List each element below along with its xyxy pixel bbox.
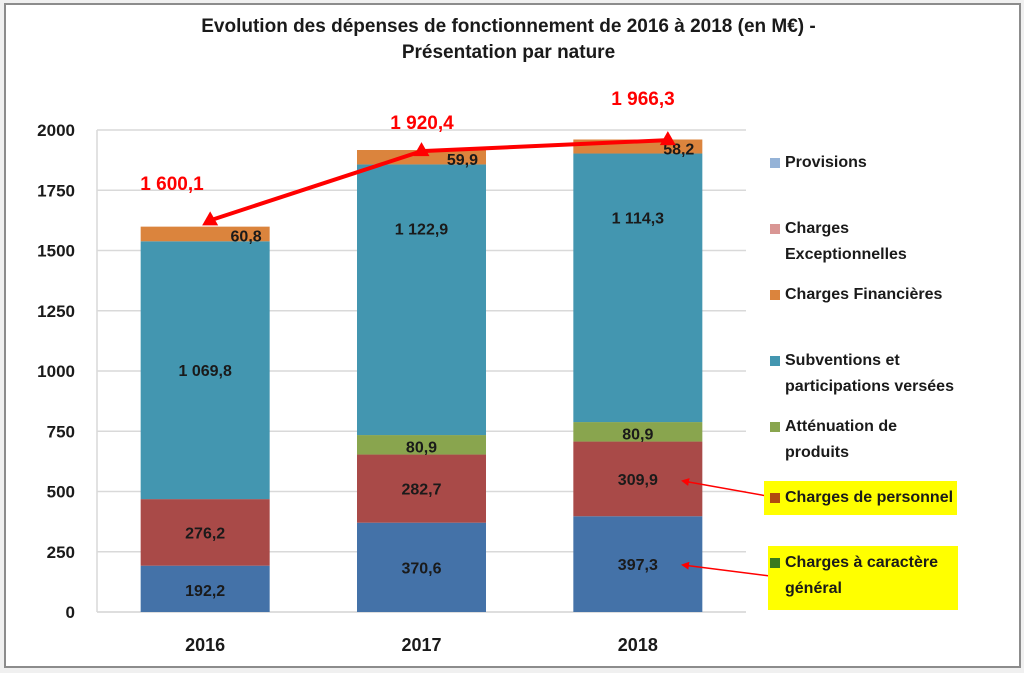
legend-label-line: Exceptionnelles xyxy=(785,246,907,263)
data-label: 192,2 xyxy=(185,583,225,600)
legend-item: Charges à caractère général xyxy=(768,546,958,610)
legend-label-line: produits xyxy=(785,444,849,461)
data-label: 276,2 xyxy=(185,525,225,542)
data-label: 370,6 xyxy=(401,560,441,577)
bars: 192,2 276,2 1 069,8 60,8 370,6 282,7 80,9 1 122… xyxy=(140,139,703,612)
bar-segment xyxy=(140,565,270,612)
bar-segment xyxy=(573,422,703,442)
legend-label-line: participations versées xyxy=(785,378,954,395)
legend-swatch xyxy=(770,558,780,568)
bar-segment xyxy=(573,441,703,517)
legend-swatch xyxy=(770,224,780,234)
legend-label-line: général xyxy=(785,580,842,597)
x-tick-label: 2017 xyxy=(401,635,441,655)
legend-item: Subventions et participations versées xyxy=(770,348,954,400)
chart-title: Evolution des dépenses de fonctionnement… xyxy=(0,14,1017,66)
annotation-arrows xyxy=(681,478,771,577)
legend-label-line: Atténuation de xyxy=(785,418,897,435)
bar-segment xyxy=(357,454,486,523)
legend-label: Provisions xyxy=(785,150,867,176)
bar-segment xyxy=(357,435,486,455)
y-tick-label: 1250 xyxy=(37,302,75,321)
y-tick-label: 1750 xyxy=(37,181,75,200)
bar-segment xyxy=(140,226,270,242)
total-line: 1 600,1 1 920,4 1 966,3 xyxy=(140,89,676,226)
legend-item: Provisions xyxy=(770,150,867,176)
legend-item: Atténuation de produits xyxy=(770,414,897,466)
bar-segment xyxy=(573,516,703,612)
data-label: 397,3 xyxy=(618,557,658,574)
chart-title-line1: Evolution des dépenses de fonctionnement… xyxy=(201,16,816,37)
data-label: 80,9 xyxy=(622,427,653,444)
x-tick-label: 2016 xyxy=(185,635,225,655)
total-label: 1 600,1 xyxy=(140,174,204,195)
legend-item: Charges de personnel xyxy=(764,481,958,515)
legend-label-line: Provisions xyxy=(785,154,867,171)
legend-label-line: Charges Financières xyxy=(785,286,943,303)
legend-label: Charges à caractère général xyxy=(785,550,938,602)
data-label: 80,9 xyxy=(406,440,437,457)
x-tick-label: 2018 xyxy=(618,635,658,655)
y-tick-label: 1500 xyxy=(37,242,75,261)
legend-label-line: Subventions et xyxy=(785,352,900,369)
bar-segment xyxy=(357,164,486,436)
y-tick-label: 2000 xyxy=(37,121,75,140)
data-label: 282,7 xyxy=(401,482,441,499)
legend-label: Charges Exceptionnelles xyxy=(785,216,907,268)
total-label: 1 966,3 xyxy=(611,89,674,110)
bar-segment xyxy=(140,499,270,566)
total-line-segment xyxy=(421,138,668,154)
total-marker xyxy=(659,131,676,146)
bar-segment xyxy=(573,153,703,423)
data-label: 1 114,3 xyxy=(612,211,665,228)
legend-swatch xyxy=(770,290,780,300)
legend-item: Charges Financières xyxy=(770,282,942,308)
y-tick-label: 250 xyxy=(47,543,75,562)
legend-label: Atténuation de produits xyxy=(785,414,897,466)
y-tick-label: 1000 xyxy=(37,362,75,381)
legend-label: Charges de personnel xyxy=(785,485,953,511)
data-label: 1 069,8 xyxy=(178,363,231,380)
legend-swatch xyxy=(770,493,780,503)
legend-item: Charges Exceptionnelles xyxy=(770,216,907,268)
legend-swatch xyxy=(770,422,780,432)
legend-swatch xyxy=(770,158,780,168)
total-line-segment xyxy=(209,149,423,223)
bar-segment xyxy=(140,241,270,500)
data-label: 60,8 xyxy=(231,229,262,246)
y-tick-label: 0 xyxy=(66,603,75,622)
data-label: 59,9 xyxy=(447,152,478,169)
arrow-general xyxy=(681,561,771,577)
total-marker xyxy=(413,142,430,157)
bar-segment xyxy=(357,522,486,612)
y-tick-label: 750 xyxy=(47,422,75,441)
legend-label: Subventions et participations versées xyxy=(785,348,954,400)
legend-swatch xyxy=(770,356,780,366)
y-tick-label: 500 xyxy=(47,483,75,502)
arrow-personnel xyxy=(681,478,768,497)
total-marker xyxy=(202,211,219,226)
data-label: 309,9 xyxy=(618,472,658,489)
legend-label-line: Charges de personnel xyxy=(785,489,954,506)
chart-subtitle: Présentation par nature xyxy=(401,42,616,63)
x-axis-ticks: 2016 2017 2018 xyxy=(185,635,658,655)
legend-label-line: Charges xyxy=(785,220,850,237)
legend-label: Charges Financières xyxy=(785,282,942,308)
data-label: 1 122,9 xyxy=(395,221,448,238)
total-label: 1 920,4 xyxy=(390,113,454,134)
data-label: 58,2 xyxy=(663,141,694,158)
y-axis-ticks: 0 250 500 750 1000 1250 1500 1750 2000 xyxy=(37,121,75,622)
legend-label-line: Charges à caractère xyxy=(785,554,938,571)
